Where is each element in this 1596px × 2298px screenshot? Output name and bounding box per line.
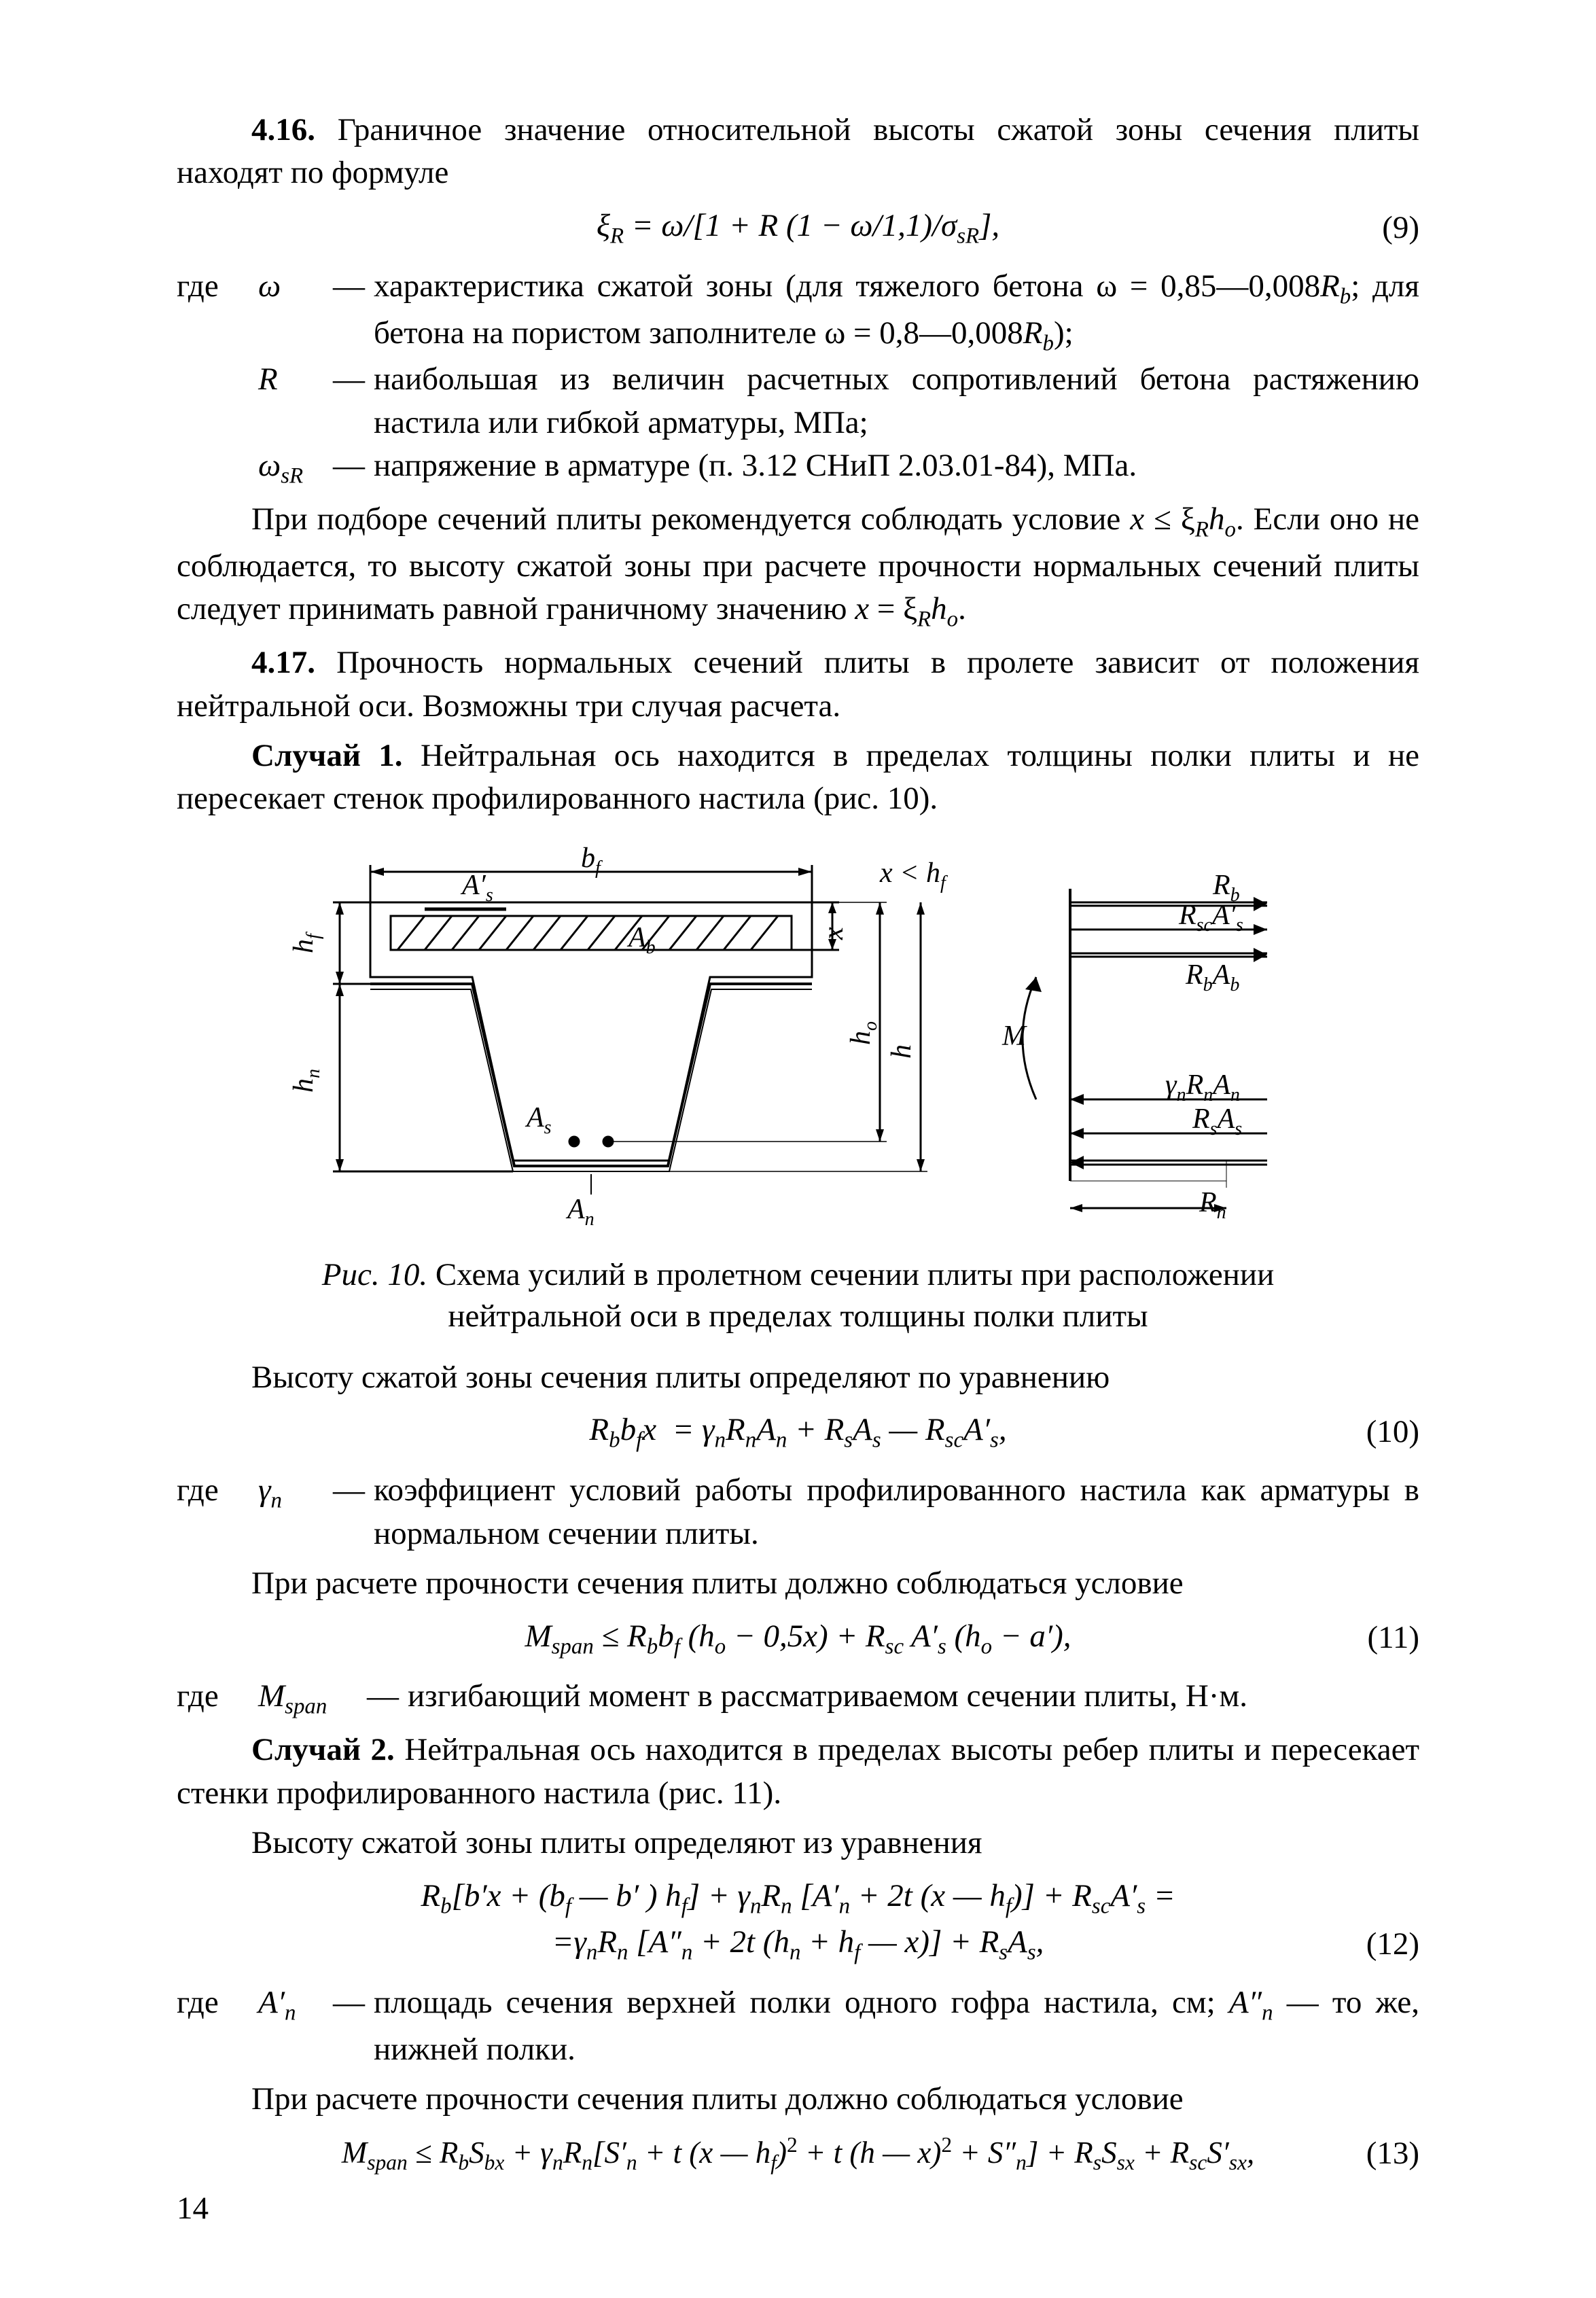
svg-text:hn: hn (289, 1069, 324, 1093)
equation-12-line1: Rb[b′x + (bf — b′ ) hf] + γnRn [A′n + 2t… (177, 1875, 1419, 1922)
paragraph-4-16: 4.16. Граничное значение относительной в… (177, 109, 1419, 195)
svg-text:An: An (565, 1194, 595, 1230)
svg-text:Rn: Rn (1199, 1187, 1226, 1223)
svg-text:h: h (886, 1044, 917, 1059)
svg-text:RsAs: RsAs (1192, 1103, 1242, 1139)
svg-text:A′s: A′s (460, 870, 493, 906)
figure-10-caption-prefix: Рис. 10. (322, 1257, 427, 1292)
equation-9: ξR = ω/[1 + R (1 − ω/1,1)/σsR], (9) (177, 205, 1419, 251)
equation-11-num: (11) (1367, 1616, 1419, 1659)
figure-10-caption-text: Схема усилий в пролетном сечении плиты п… (436, 1257, 1274, 1334)
svg-text:RbAb: RbAb (1185, 959, 1239, 995)
definition-Mspan: где Mspan — изгибающий момент в рассматр… (177, 1675, 1419, 1722)
paragraph-height-1: Высоту сжатой зоны сечения плиты определ… (177, 1356, 1419, 1399)
section-number-417: 4.17. (251, 645, 315, 680)
equation-10-text: Rbbfx = γnRnAn + RsAs — RscA′s, (589, 1409, 1006, 1455)
def-sigma-sR: ωsR — напряжение в арматуре (п. 3.12 СНи… (177, 444, 1419, 491)
equation-9-text: ξR = ω/[1 + R (1 − ω/1,1)/σsR], (597, 205, 999, 251)
page-number: 14 (177, 2187, 209, 2230)
paragraph-4-17: 4.17. Прочность нормальных сечений плиты… (177, 641, 1419, 728)
svg-text:hf: hf (289, 932, 324, 953)
case-2: Случай 2. Нейтральная ось находится в пр… (177, 1729, 1419, 1815)
svg-text:Ab: Ab (626, 922, 656, 958)
paragraph-strength-1: При расчете прочности сечения плиты долж… (177, 1562, 1419, 1605)
figure-10-caption: Рис. 10. Схема усилий в пролетном сечени… (299, 1254, 1297, 1337)
section-number: 4.16. (251, 112, 315, 147)
case-1: Случай 1. Нейтральная ось находится в пр… (177, 735, 1419, 821)
figure-10: A′s Ab As An bf (177, 841, 1419, 1337)
document-page: 4.16. Граничное значение относительной в… (0, 0, 1596, 2298)
paragraph-4-16-cond: При подборе сечений плиты рекомендуется … (177, 498, 1419, 635)
paragraph-strength-2: При расчете прочности сечения плиты долж… (177, 2078, 1419, 2121)
equation-10-num: (10) (1366, 1411, 1419, 1453)
svg-text:As: As (525, 1102, 552, 1138)
equation-13-num: (13) (1366, 2132, 1419, 2175)
equation-12b-text: =γnRn [A″n + 2t (hn + hf — x)] + RsAs, (552, 1921, 1044, 1968)
definition-An: где A′n — площадь сечения верхней полки … (177, 1981, 1419, 2071)
equation-13-text: Mspan ≤ RbSbx + γnRn[S′n + t (x — hf)2 +… (342, 2131, 1255, 2178)
svg-text:ho: ho (845, 1021, 881, 1045)
def-omega: где ω — характеристика сжатой зоны (для … (177, 265, 1419, 359)
def-prefix: где (177, 265, 258, 308)
definition-list-1: где ω — характеристика сжатой зоны (для … (177, 265, 1419, 491)
definition-gamma: где γn — коэффициент условий работы проф… (177, 1469, 1419, 1555)
svg-text:bf: bf (581, 843, 603, 879)
paragraph-height-2: Высоту сжатой зоны плиты определяют из у… (177, 1822, 1419, 1864)
svg-text:x < hf: x < hf (879, 858, 948, 894)
svg-text:M: M (1001, 1021, 1027, 1052)
equation-9-num: (9) (1382, 207, 1419, 249)
svg-text:x: x (818, 927, 849, 940)
equation-12-line2: =γnRn [A″n + 2t (hn + hf — x)] + RsAs, (… (177, 1921, 1419, 1968)
equation-12-num: (12) (1366, 1923, 1419, 1966)
equation-13: Mspan ≤ RbSbx + γnRn[S′n + t (x — hf)2 +… (177, 2131, 1419, 2178)
def-R: R — наибольшая из величин расчетных сопр… (177, 358, 1419, 444)
figure-10-svg: A′s Ab As An bf (289, 841, 1308, 1242)
equation-11: Mspan ≤ Rbbf (ho − 0,5x) + Rsc A′s (ho −… (177, 1615, 1419, 1662)
equation-11-text: Mspan ≤ Rbbf (ho − 0,5x) + Rsc A′s (ho −… (525, 1615, 1071, 1662)
svg-text:γnRnAn: γnRnAn (1165, 1070, 1240, 1106)
equation-10: Rbbfx = γnRnAn + RsAs — RscA′s, (10) (177, 1409, 1419, 1455)
equation-12a-text: Rb[b′x + (bf — b′ ) hf] + γnRn [A′n + 2t… (421, 1875, 1175, 1922)
